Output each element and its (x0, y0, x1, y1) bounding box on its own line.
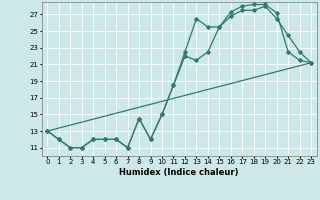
X-axis label: Humidex (Indice chaleur): Humidex (Indice chaleur) (119, 168, 239, 177)
